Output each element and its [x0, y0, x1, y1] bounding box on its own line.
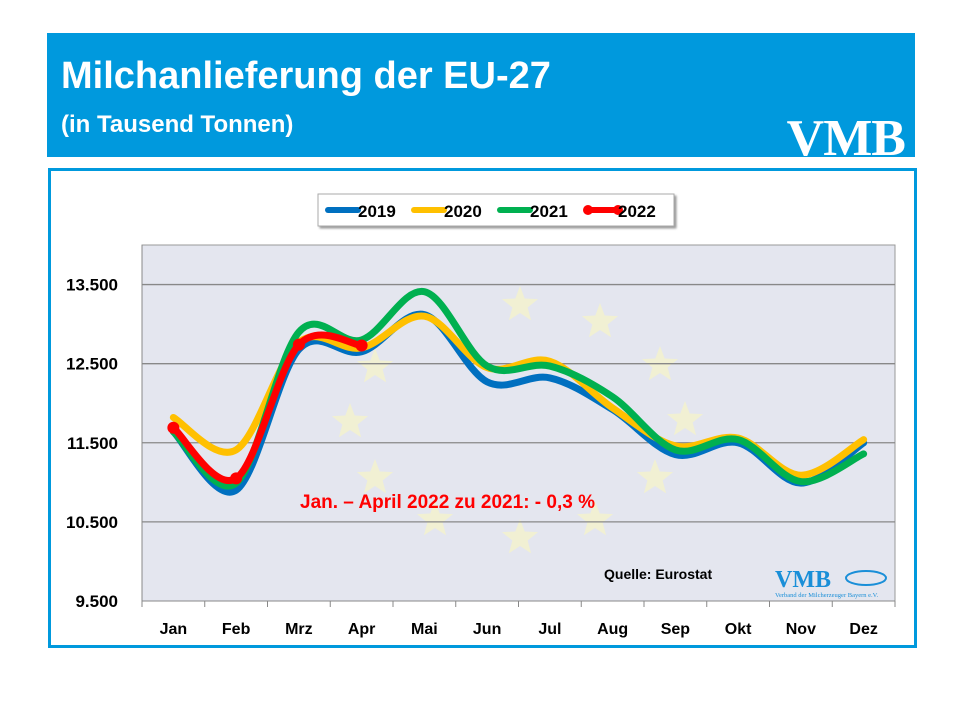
vmb-watermark: VMB — [775, 567, 831, 593]
data-point-2022 — [292, 338, 305, 351]
eu-star-icon — [666, 401, 704, 436]
eu-star-icon — [636, 459, 674, 494]
eu-star-icon — [356, 348, 394, 383]
legend-label-2021: 2021 — [530, 202, 568, 221]
x-tick-label: Mrz — [285, 621, 313, 638]
eu-star-icon — [356, 459, 394, 494]
vmb-watermark-sub: Verband der Milcherzeuger Bayern e.V. — [775, 592, 878, 599]
data-point-2022 — [230, 472, 243, 485]
x-tick-label: Apr — [348, 621, 376, 638]
eu-star-icon — [501, 519, 539, 554]
y-tick-label: 12.500 — [66, 355, 118, 374]
x-tick-label: Jun — [473, 621, 501, 638]
x-tick-label: Okt — [725, 621, 752, 638]
x-tick-label: Dez — [849, 621, 877, 638]
y-tick-label: 11.500 — [67, 434, 118, 453]
x-tick-label: Feb — [222, 621, 251, 638]
y-tick-label: 10.500 — [66, 513, 118, 532]
x-tick-label: Aug — [597, 621, 628, 638]
x-tick-label: Jul — [538, 621, 561, 638]
eu-star-icon — [581, 303, 619, 338]
vmb-logo: VMB — [786, 110, 906, 167]
x-tick-label: Jan — [160, 621, 188, 638]
x-tick-label: Mai — [411, 621, 438, 638]
source-label: Quelle: Eurostat — [604, 566, 712, 582]
legend-marker — [613, 205, 623, 215]
y-tick-label: 13.500 — [66, 276, 118, 295]
series-line-2022 — [169, 331, 366, 484]
eu-star-icon — [416, 501, 454, 536]
annotation: Jan. – April 2022 zu 2021: - 0,3 % — [300, 492, 595, 513]
legend-label-2020: 2020 — [444, 202, 482, 221]
y-tick-label: 9.500 — [75, 592, 118, 611]
x-tick-label: Nov — [786, 621, 816, 638]
header-banner: Milchanlieferung der EU-27 (in Tausend T… — [47, 33, 915, 167]
page-title: Milchanlieferung der EU-27 — [61, 55, 551, 97]
legend-marker — [583, 205, 593, 215]
legend-label-2019: 2019 — [358, 202, 396, 221]
eu-star-icon — [501, 286, 539, 321]
data-point-2022 — [167, 421, 180, 434]
vmb-swirl-icon — [845, 570, 887, 586]
eu-star-icon — [331, 403, 369, 438]
data-point-2022 — [355, 339, 368, 352]
eu-star-icon — [576, 501, 614, 536]
page-subtitle: (in Tausend Tonnen) — [61, 111, 294, 138]
legend-label-2022: 2022 — [618, 202, 656, 221]
x-tick-label: Sep — [661, 621, 691, 638]
